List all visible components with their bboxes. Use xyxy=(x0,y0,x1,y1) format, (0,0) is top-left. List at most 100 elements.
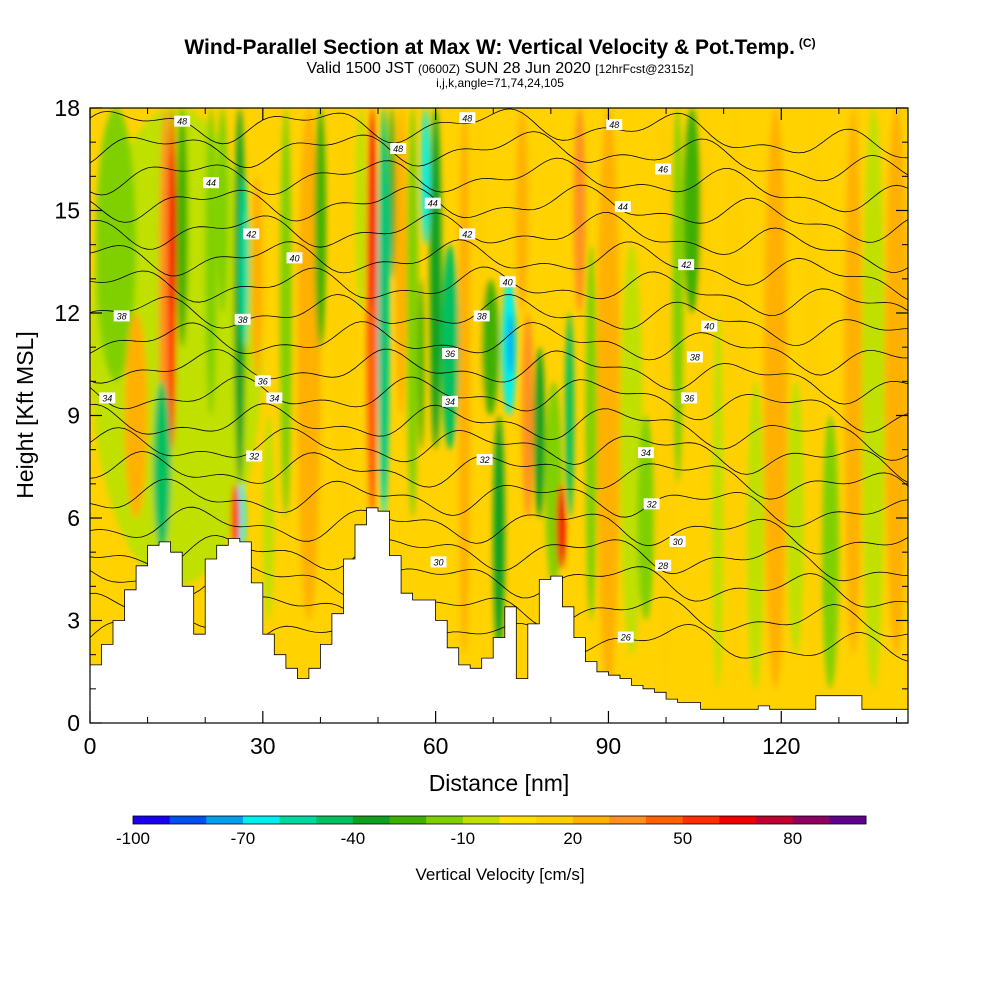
y-tick-label: 9 xyxy=(67,403,80,429)
colorbar: -100 -70 -40 -10 20 50 80 xyxy=(116,815,867,848)
svg-text:36: 36 xyxy=(684,393,694,403)
colorbar-tick-label: -70 xyxy=(231,829,256,848)
velocity-cell xyxy=(671,108,684,484)
contour-label: 36 xyxy=(442,348,459,359)
svg-text:40: 40 xyxy=(704,322,714,332)
svg-text:42: 42 xyxy=(246,229,256,239)
isentrope-line xyxy=(90,266,908,317)
colorbar-swatch xyxy=(829,816,867,824)
isentrope-line xyxy=(90,427,908,483)
velocity-cell xyxy=(280,108,292,518)
contour-label: 34 xyxy=(637,447,654,459)
y-tick-label: 12 xyxy=(54,300,80,326)
velocity-cell xyxy=(565,313,574,518)
velocity-cell xyxy=(369,108,376,313)
velocity-cell xyxy=(507,313,514,375)
velocity-cell xyxy=(395,108,407,416)
forecast-tag: [12hrFcst@2315z] xyxy=(595,62,694,76)
y-axis-label: Height [Kft MSL] xyxy=(12,331,38,498)
velocity-cell xyxy=(619,244,644,655)
colorbar-swatch xyxy=(242,816,281,824)
colorbar-tick-label: -40 xyxy=(341,829,366,848)
svg-text:38: 38 xyxy=(117,311,127,321)
isentrope-line xyxy=(90,535,908,582)
isentrope-line xyxy=(90,375,908,433)
velocity-cell xyxy=(821,415,839,689)
contour-label: 44 xyxy=(424,197,441,209)
velocity-cell xyxy=(418,278,425,450)
velocity-cell xyxy=(683,108,701,313)
svg-text:32: 32 xyxy=(647,499,657,509)
svg-text:34: 34 xyxy=(641,448,651,458)
chart-title-mark: (C) xyxy=(798,36,816,50)
contour-label: 38 xyxy=(113,310,130,322)
isentrope-line xyxy=(90,321,908,376)
svg-text:34: 34 xyxy=(269,393,279,403)
contour-label: 38 xyxy=(234,313,251,325)
contour-label: 28 xyxy=(655,559,672,571)
isentrope-line xyxy=(90,506,908,555)
velocity-cell xyxy=(251,176,263,382)
colorbar-swatch xyxy=(646,816,684,824)
velocity-cell xyxy=(573,108,586,313)
svg-text:30: 30 xyxy=(673,537,683,547)
velocity-cell xyxy=(763,108,788,689)
isentrope-line xyxy=(90,478,908,528)
colorbar-swatch xyxy=(756,816,794,824)
contour-label: 38 xyxy=(686,351,703,363)
chart-title-text: Wind-Parallel Section at Max W: Vertical… xyxy=(184,36,795,59)
isentrope-line xyxy=(90,157,908,213)
y-tick-label: 18 xyxy=(54,95,80,121)
colorbar-swatch xyxy=(572,816,610,824)
velocity-cell xyxy=(239,176,249,348)
contour-label: 48 xyxy=(606,119,623,131)
velocity-cell xyxy=(746,381,764,689)
isentrope-line xyxy=(90,184,908,243)
x-tick-label: 30 xyxy=(250,733,276,759)
colorbar-swatch xyxy=(719,816,757,824)
contour-label: 30 xyxy=(430,556,447,568)
colorbar-swatch xyxy=(499,816,537,824)
velocity-cell xyxy=(406,108,419,518)
contour-label: 48 xyxy=(459,112,476,124)
velocity-cell xyxy=(712,313,724,689)
colorbar-swatch xyxy=(352,816,391,824)
velocity-cell xyxy=(170,142,177,313)
svg-text:30: 30 xyxy=(434,557,444,567)
svg-text:40: 40 xyxy=(503,277,513,287)
isentrope-line xyxy=(90,211,908,273)
isentrope-line xyxy=(90,450,908,500)
contour-label: 32 xyxy=(643,498,660,510)
isentrope-line xyxy=(90,403,908,461)
contour-label: 30 xyxy=(669,535,686,547)
velocity-cell xyxy=(844,108,862,655)
velocity-cell xyxy=(861,108,885,689)
velocity-cell xyxy=(804,108,822,689)
colorbar-tick-label: -100 xyxy=(116,829,150,848)
y-tick-label: 0 xyxy=(67,710,80,736)
contour-label: 34 xyxy=(99,392,116,404)
velocity-cell xyxy=(187,108,200,313)
svg-text:36: 36 xyxy=(445,349,455,359)
velocity-cell xyxy=(637,415,655,621)
colorbar-swatch xyxy=(682,816,720,824)
x-axis: 0 30 60 90 120 xyxy=(84,108,897,759)
contour-label: 44 xyxy=(614,201,631,213)
colorbar-tick-label: 20 xyxy=(563,829,582,848)
contour-label: 42 xyxy=(678,259,695,271)
velocity-cell xyxy=(262,415,275,621)
svg-text:44: 44 xyxy=(428,199,438,209)
velocity-cell xyxy=(354,108,367,313)
svg-text:40: 40 xyxy=(289,253,299,263)
x-axis-label: Distance [nm] xyxy=(429,770,570,796)
colorbar-frame xyxy=(132,815,867,825)
velocity-cell xyxy=(700,108,713,518)
contour-label: 40 xyxy=(499,276,516,288)
y-tick-label: 6 xyxy=(67,505,80,531)
velocity-cell xyxy=(585,244,597,621)
colorbar-swatch xyxy=(133,816,171,824)
colorbar-swatch xyxy=(462,816,500,824)
svg-text:46: 46 xyxy=(658,165,668,175)
